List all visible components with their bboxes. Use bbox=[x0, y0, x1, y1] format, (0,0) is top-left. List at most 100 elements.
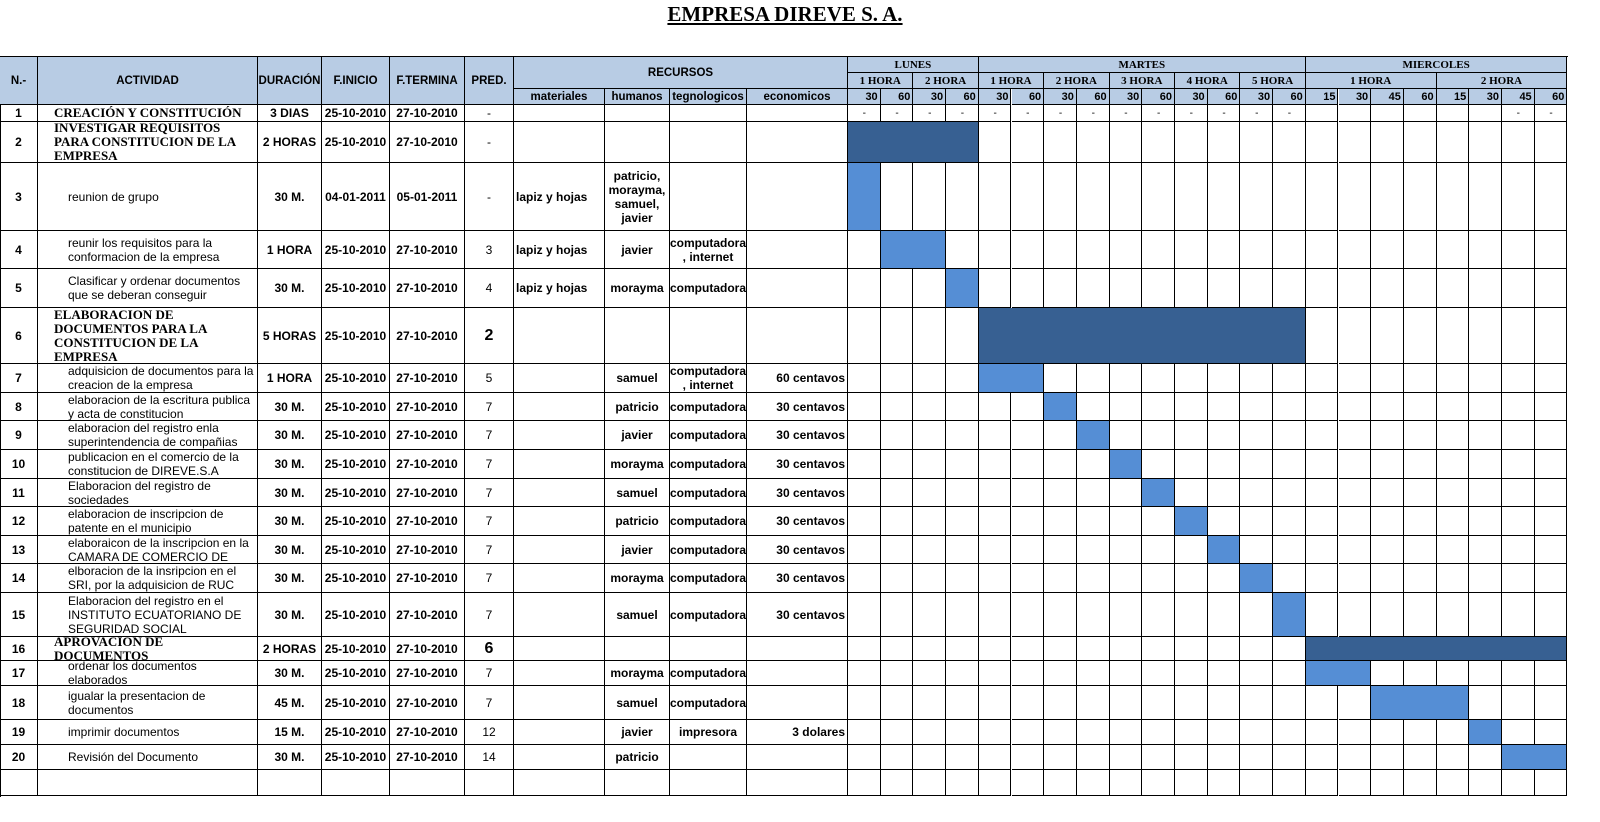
duration: 30 M. bbox=[258, 479, 322, 507]
timeline-mark: - bbox=[1255, 107, 1259, 119]
timeline-cell bbox=[1338, 686, 1372, 720]
activity: adquisicion de documentos para la creaci… bbox=[38, 364, 258, 393]
timeline-cell bbox=[1109, 536, 1143, 564]
gantt-bar bbox=[1305, 637, 1568, 661]
timeline-cell bbox=[848, 637, 881, 661]
timeline-cell bbox=[978, 421, 1012, 450]
row-number: 7 bbox=[0, 364, 38, 393]
timeline-cell bbox=[1044, 507, 1077, 536]
end-date: 27-10-2010 bbox=[390, 507, 465, 536]
timeline-cell bbox=[1207, 720, 1241, 745]
timeline-cell bbox=[913, 507, 947, 536]
predecessor: - bbox=[465, 105, 514, 122]
activity: elaboracion del registro enla superinten… bbox=[38, 421, 258, 450]
timeline-cell bbox=[1502, 450, 1535, 479]
timeline-cell bbox=[1142, 421, 1175, 450]
timeline-cell bbox=[1273, 720, 1306, 745]
duration: 45 M. bbox=[258, 686, 322, 720]
timeline-cell bbox=[1175, 269, 1208, 308]
row-number: 19 bbox=[0, 720, 38, 745]
timeline-cell bbox=[1436, 105, 1470, 122]
timeline-cell bbox=[978, 479, 1012, 507]
timeline-cell bbox=[1338, 479, 1372, 507]
timeline-cell bbox=[1175, 770, 1208, 796]
timeline-cell bbox=[1142, 269, 1175, 308]
start-date: 25-10-2010 bbox=[322, 686, 390, 720]
timeline-cell bbox=[1076, 686, 1110, 720]
timeline-cell bbox=[913, 564, 947, 593]
timeline-cell bbox=[848, 661, 881, 686]
predecessor: - bbox=[465, 163, 514, 231]
timeline-cell bbox=[1076, 450, 1110, 479]
timeline-cell bbox=[1469, 122, 1502, 163]
timeline-cell bbox=[1076, 770, 1110, 796]
timeline-cell bbox=[1142, 364, 1175, 393]
timeline-cell bbox=[1371, 163, 1404, 231]
technology: computadora bbox=[670, 479, 747, 507]
timeline-cell bbox=[880, 770, 914, 796]
timeline-cell bbox=[1109, 593, 1143, 637]
minute-header: 30 bbox=[913, 89, 947, 105]
materials bbox=[514, 105, 605, 122]
predecessor: 7 bbox=[465, 661, 514, 686]
timeline-cell bbox=[1109, 745, 1143, 770]
timeline-cell bbox=[1076, 364, 1110, 393]
end-date: 27-10-2010 bbox=[390, 105, 465, 122]
timeline-cell bbox=[1371, 421, 1404, 450]
empty-cell bbox=[390, 770, 465, 796]
timeline-cell bbox=[1305, 231, 1339, 269]
timeline-cell bbox=[1436, 450, 1470, 479]
timeline-cell bbox=[1436, 122, 1470, 163]
timeline-cell bbox=[1338, 720, 1372, 745]
hour-header: 1 HORA bbox=[848, 73, 914, 89]
technology bbox=[670, 745, 747, 770]
predecessor: 4 bbox=[465, 269, 514, 308]
activity: elaboracion de la escritura publica y ac… bbox=[38, 393, 258, 421]
technology bbox=[670, 105, 747, 122]
cost bbox=[747, 122, 848, 163]
timeline-cell bbox=[1207, 564, 1241, 593]
people: patricio bbox=[605, 393, 670, 421]
technology: computadora bbox=[670, 269, 747, 308]
timeline-cell bbox=[1011, 593, 1045, 637]
timeline-cell bbox=[1273, 770, 1306, 796]
timeline-cell bbox=[1044, 536, 1077, 564]
timeline-cell bbox=[1011, 536, 1045, 564]
timeline-cell bbox=[1502, 163, 1535, 231]
minute-header: 45 bbox=[1371, 89, 1404, 105]
end-date: 27-10-2010 bbox=[390, 479, 465, 507]
resource-subheader: materiales bbox=[514, 89, 605, 105]
timeline-cell bbox=[1109, 269, 1143, 308]
gantt-bar bbox=[1175, 507, 1208, 536]
people: javier bbox=[605, 231, 670, 269]
timeline-cell bbox=[913, 308, 947, 364]
timeline-cell bbox=[1207, 661, 1241, 686]
timeline-mark: - bbox=[1189, 107, 1194, 119]
timeline-cell bbox=[1403, 450, 1437, 479]
timeline-cell bbox=[1338, 393, 1372, 421]
timeline-cell bbox=[913, 479, 947, 507]
timeline-cell bbox=[1502, 393, 1535, 421]
timeline-cell bbox=[1502, 507, 1535, 536]
timeline-cell bbox=[1305, 770, 1339, 796]
timeline-cell bbox=[1436, 269, 1470, 308]
materials bbox=[514, 745, 605, 770]
row-number: 17 bbox=[0, 661, 38, 686]
timeline-cell bbox=[1109, 393, 1143, 421]
timeline-cell bbox=[946, 421, 979, 450]
timeline-cell bbox=[880, 720, 914, 745]
timeline-cell bbox=[1240, 421, 1274, 450]
timeline-cell bbox=[913, 450, 947, 479]
empty-cell bbox=[38, 770, 258, 796]
timeline-mark: - bbox=[1156, 107, 1161, 119]
start-date: 25-10-2010 bbox=[322, 507, 390, 536]
timeline-cell bbox=[1534, 686, 1568, 720]
timeline-cell bbox=[1011, 393, 1045, 421]
minute-header: 60 bbox=[1403, 89, 1437, 105]
timeline-cell bbox=[1142, 507, 1175, 536]
activity: reunion de grupo bbox=[38, 163, 258, 231]
timeline-cell bbox=[1207, 269, 1241, 308]
gantt-bar bbox=[880, 231, 947, 269]
timeline-cell bbox=[1142, 536, 1175, 564]
